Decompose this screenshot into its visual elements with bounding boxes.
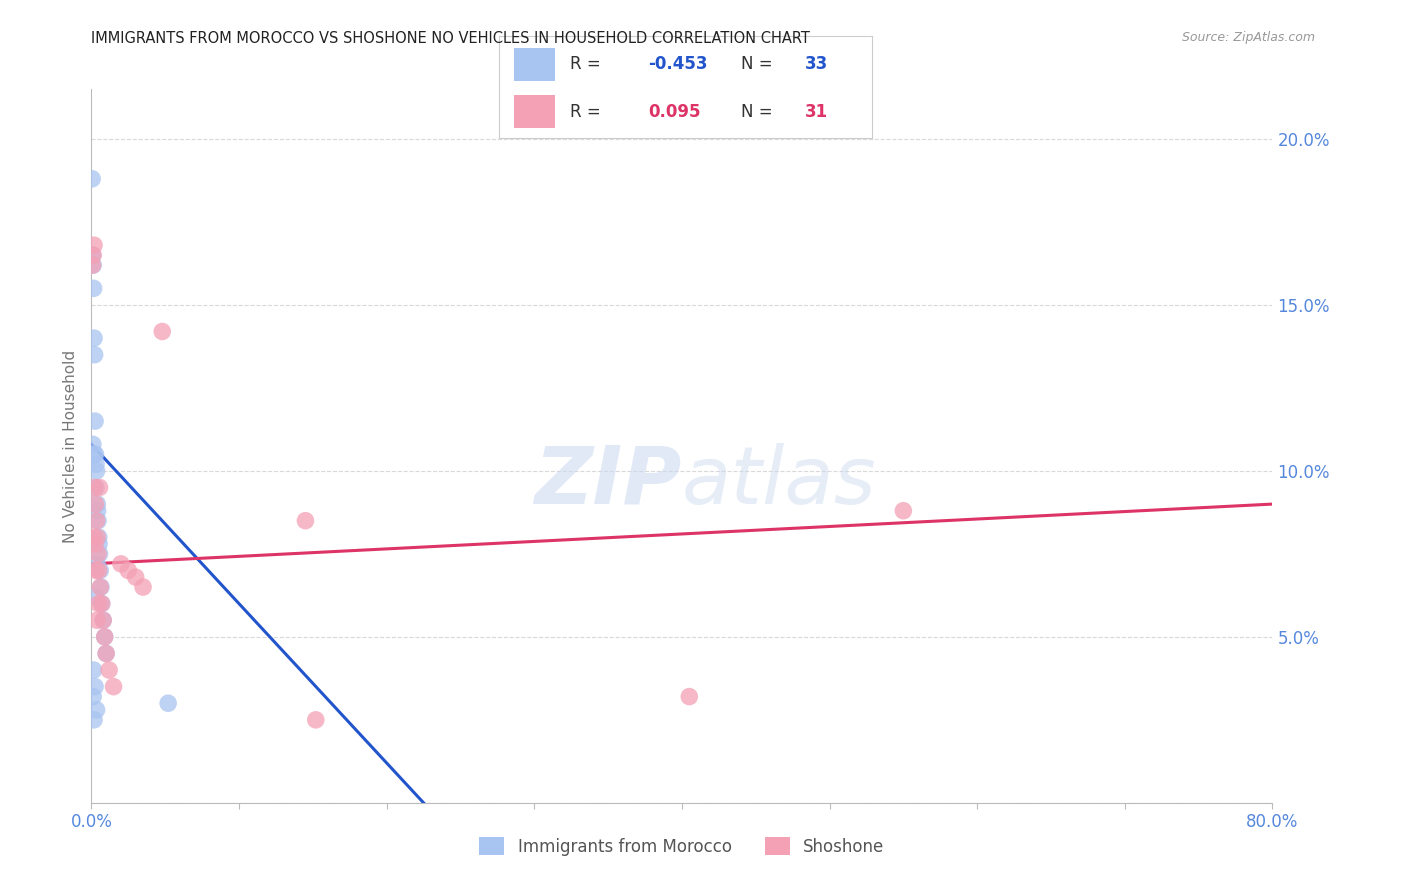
Point bbox=[83, 447, 105, 461]
Point bbox=[117, 564, 139, 578]
Point bbox=[89, 580, 111, 594]
Point bbox=[82, 171, 104, 186]
Point bbox=[83, 481, 105, 495]
Point bbox=[84, 537, 107, 551]
Point bbox=[89, 564, 111, 578]
Point bbox=[157, 696, 180, 710]
Point bbox=[294, 514, 316, 528]
Point bbox=[98, 663, 121, 677]
Text: Source: ZipAtlas.com: Source: ZipAtlas.com bbox=[1181, 31, 1315, 45]
Point bbox=[84, 497, 107, 511]
Text: 33: 33 bbox=[804, 55, 828, 73]
Point bbox=[103, 680, 125, 694]
Point bbox=[93, 630, 115, 644]
Point bbox=[86, 497, 108, 511]
Point bbox=[83, 348, 105, 362]
FancyBboxPatch shape bbox=[515, 95, 555, 128]
Text: ZIP: ZIP bbox=[534, 442, 682, 521]
Point bbox=[86, 464, 108, 478]
FancyBboxPatch shape bbox=[515, 48, 555, 81]
Point bbox=[83, 530, 105, 544]
Point bbox=[82, 437, 104, 451]
Text: R =: R = bbox=[569, 55, 600, 73]
Point bbox=[96, 647, 118, 661]
Point bbox=[82, 248, 104, 262]
Point bbox=[83, 663, 105, 677]
Point bbox=[132, 580, 155, 594]
Text: 31: 31 bbox=[804, 103, 828, 120]
Text: IMMIGRANTS FROM MOROCCO VS SHOSHONE NO VEHICLES IN HOUSEHOLD CORRELATION CHART: IMMIGRANTS FROM MOROCCO VS SHOSHONE NO V… bbox=[91, 31, 810, 46]
Point bbox=[82, 258, 104, 272]
Point bbox=[84, 447, 107, 461]
Point bbox=[84, 457, 107, 471]
Point bbox=[124, 570, 148, 584]
Point bbox=[86, 530, 108, 544]
Point bbox=[84, 481, 107, 495]
Point bbox=[82, 248, 104, 262]
Point bbox=[678, 690, 700, 704]
Point bbox=[93, 630, 115, 644]
Point bbox=[86, 557, 108, 571]
Point bbox=[87, 547, 110, 561]
Point bbox=[305, 713, 328, 727]
Point bbox=[84, 414, 107, 428]
Text: N =: N = bbox=[741, 55, 773, 73]
Point bbox=[86, 514, 108, 528]
Point bbox=[91, 613, 114, 627]
Point bbox=[87, 537, 110, 551]
Text: 0.095: 0.095 bbox=[648, 103, 700, 120]
Point bbox=[83, 713, 105, 727]
Point bbox=[84, 590, 107, 604]
Point bbox=[150, 325, 173, 339]
Point bbox=[87, 530, 110, 544]
Point bbox=[87, 514, 110, 528]
Text: atlas: atlas bbox=[682, 442, 877, 521]
Point bbox=[82, 258, 104, 272]
Point bbox=[83, 281, 105, 295]
Text: -0.453: -0.453 bbox=[648, 55, 707, 73]
Point bbox=[86, 703, 108, 717]
Point bbox=[90, 597, 112, 611]
Point bbox=[83, 331, 105, 345]
Point bbox=[893, 504, 915, 518]
Text: N =: N = bbox=[741, 103, 773, 120]
Point bbox=[110, 557, 132, 571]
Point bbox=[86, 613, 108, 627]
Point bbox=[89, 481, 111, 495]
Point bbox=[96, 647, 118, 661]
Point bbox=[84, 680, 107, 694]
Point bbox=[90, 580, 112, 594]
Point bbox=[91, 613, 114, 627]
Point bbox=[86, 504, 108, 518]
Point bbox=[90, 597, 112, 611]
Text: R =: R = bbox=[569, 103, 600, 120]
Point bbox=[89, 547, 111, 561]
Point bbox=[87, 597, 110, 611]
Point bbox=[84, 564, 107, 578]
Point bbox=[87, 564, 110, 578]
Legend: Immigrants from Morocco, Shoshone: Immigrants from Morocco, Shoshone bbox=[472, 830, 891, 863]
Point bbox=[83, 238, 105, 252]
Point bbox=[82, 690, 104, 704]
Y-axis label: No Vehicles in Household: No Vehicles in Household bbox=[63, 350, 79, 542]
